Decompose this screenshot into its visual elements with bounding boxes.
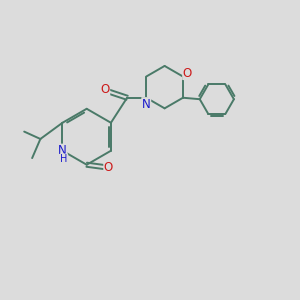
Text: H: H	[60, 154, 68, 164]
Text: O: O	[183, 67, 192, 80]
Text: N: N	[58, 144, 67, 157]
Text: O: O	[104, 160, 113, 174]
Text: N: N	[142, 98, 151, 111]
Text: O: O	[100, 83, 110, 96]
